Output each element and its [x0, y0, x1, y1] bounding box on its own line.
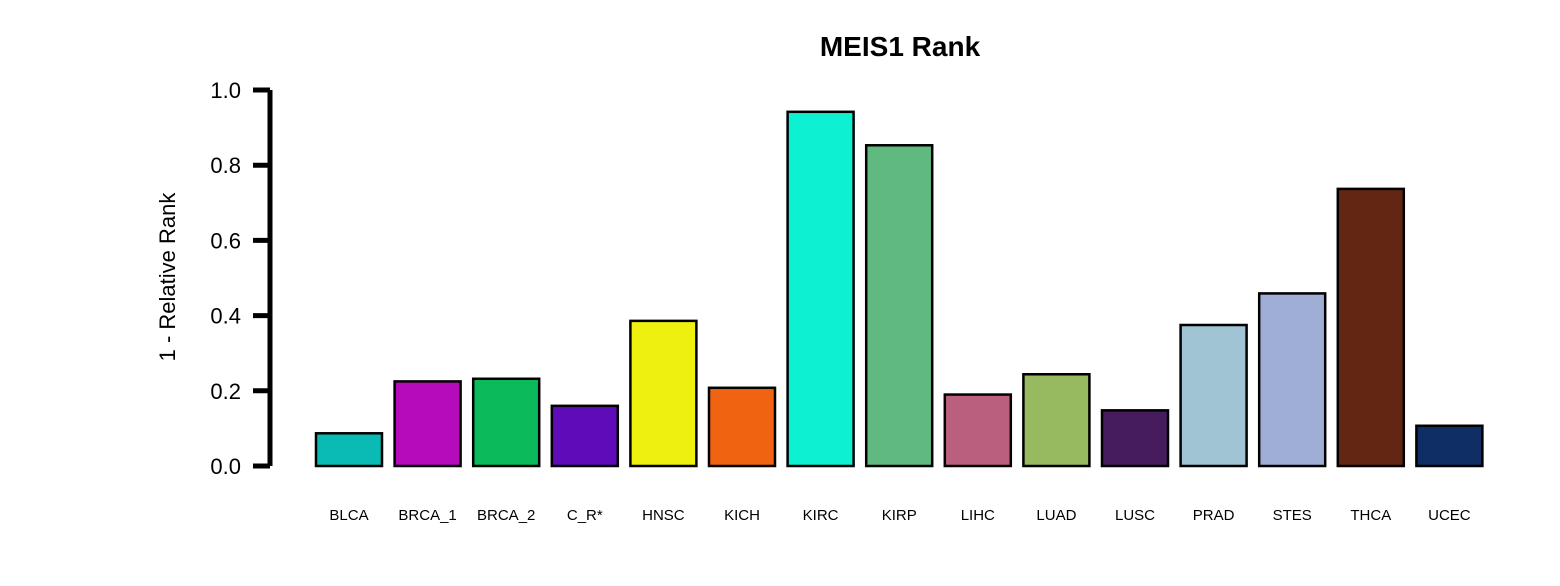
x-tick-label: BRCA_1 [398, 507, 456, 524]
bar-prad [1179, 323, 1248, 468]
bar-lihc [943, 393, 1013, 468]
x-tick-label: LUAD [1036, 507, 1076, 524]
x-tick-label: KIRP [882, 507, 917, 524]
bar-hnsc [629, 319, 698, 468]
y-axis-label: 1 - Relative Rank [155, 192, 180, 362]
x-tick-label: LIHC [961, 507, 995, 524]
bar-lusc [1100, 409, 1170, 468]
bar-kich [707, 386, 777, 468]
x-tick-label: HNSC [642, 507, 685, 524]
bar-blca [314, 432, 384, 468]
bar-brca-2 [471, 377, 541, 468]
y-tick-label: 0.4 [210, 304, 241, 329]
chart-title: MEIS1 Rank [820, 31, 981, 62]
bar-thca [1336, 187, 1406, 468]
bar-stes [1257, 292, 1327, 468]
x-tick-label: BRCA_2 [477, 507, 535, 524]
bar-luad [1022, 373, 1091, 468]
y-tick-label: 0.0 [210, 454, 241, 479]
x-axis-labels: BLCA BRCA_1 BRCA_2 C_R* HNSC KICH KIRC KIRP LIHC… [329, 507, 1470, 524]
x-tick-label: THCA [1350, 507, 1391, 524]
y-axis: 0.0 0.2 0.4 0.6 0.8 1.0 [210, 78, 273, 479]
bar-c-r [550, 404, 620, 468]
y-tick-label: 0.2 [210, 379, 241, 404]
y-tick-label: 0.6 [210, 228, 241, 253]
x-tick-label: BLCA [329, 507, 368, 524]
x-tick-label: C_R* [567, 507, 603, 524]
bars [314, 110, 1484, 468]
bar-brca-1 [393, 380, 462, 468]
x-tick-label: PRAD [1193, 507, 1235, 524]
bar-kirc [786, 110, 855, 468]
x-tick-label: LUSC [1115, 507, 1155, 524]
bar-kirp [864, 144, 934, 468]
y-tick-label: 0.8 [210, 153, 241, 178]
y-tick-label: 1.0 [210, 78, 241, 103]
bar-ucec [1415, 424, 1484, 468]
x-tick-label: UCEC [1428, 507, 1471, 524]
x-tick-label: STES [1273, 507, 1312, 524]
x-tick-label: KIRC [803, 507, 839, 524]
x-tick-label: KICH [724, 507, 760, 524]
